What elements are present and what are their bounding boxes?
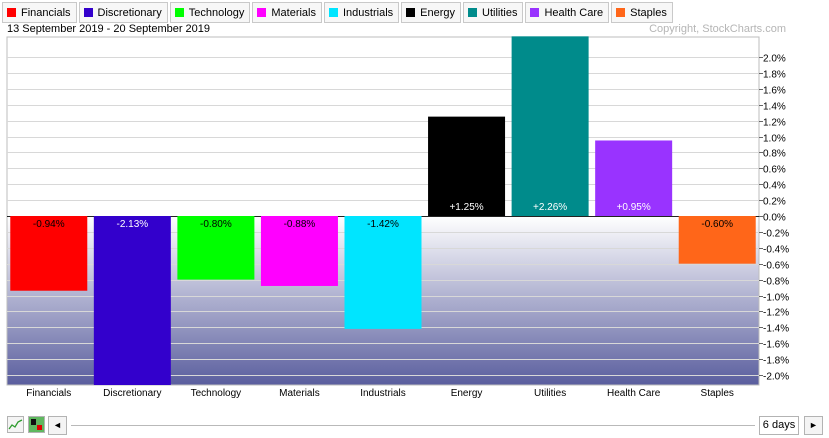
legend-item-technology[interactable]: Technology [169, 2, 251, 23]
copyright-notice: Copyright, StockCharts.com [649, 23, 786, 35]
bar-technology [177, 216, 255, 280]
y-tick-label: 1.6% [763, 86, 786, 97]
x-tick-label: Health Care [607, 388, 661, 399]
bar-health-care [595, 140, 673, 216]
legend-label: Discretionary [97, 6, 162, 19]
legend-swatch [7, 8, 16, 17]
data-label-health-care: +0.95% [617, 202, 651, 213]
legend-item-staples[interactable]: Staples [611, 2, 673, 23]
y-tick-label: -2.0% [763, 372, 789, 383]
x-tick-label: Materials [279, 388, 320, 399]
y-tick-label: -1.2% [763, 308, 789, 319]
sector-performance-chart: -0.94% -2.13% -0.80% -0.88% -1.42% +1.25% +2.2… [6, 36, 789, 399]
y-tick-label: 0.8% [763, 149, 786, 160]
x-tick-label: Energy [451, 388, 483, 399]
data-label-technology: -0.80% [200, 219, 232, 230]
y-tick-label: 1.4% [763, 102, 786, 113]
data-label-materials: -0.88% [284, 219, 316, 230]
legend-label: Materials [271, 6, 316, 19]
bar-chart-icon[interactable] [28, 416, 45, 433]
legend-item-health-care[interactable]: Health Care [525, 2, 610, 23]
line-chart-icon[interactable] [7, 416, 24, 433]
y-tick-label: -0.6% [763, 261, 789, 272]
legend-label: Energy [420, 6, 455, 19]
period-selector[interactable]: 6 days [759, 416, 799, 435]
y-tick-label: -1.6% [763, 340, 789, 351]
scroll-track[interactable] [71, 425, 755, 426]
x-tick-label: Utilities [534, 388, 566, 399]
legend-item-energy[interactable]: Energy [401, 2, 461, 23]
y-tick-label: 1.8% [763, 70, 786, 81]
legend-label: Health Care [544, 6, 604, 19]
y-tick-label: 0.6% [763, 165, 786, 176]
date-range: 13 September 2019 - 20 September 2019 [7, 23, 211, 35]
x-tick-label: Staples [701, 388, 734, 399]
y-tick-label: -0.2% [763, 229, 789, 240]
legend-label: Technology [188, 6, 245, 19]
legend-swatch [530, 8, 540, 17]
y-tick-label: 0.0% [763, 213, 786, 224]
legend-label: Staples [630, 6, 667, 19]
y-tick-label: -0.4% [763, 245, 789, 256]
legend-swatch [406, 8, 416, 17]
bar-industrials [344, 216, 422, 329]
legend-item-financials[interactable]: Financials [2, 2, 77, 23]
x-tick-label: Industrials [360, 388, 406, 399]
legend-swatch [616, 8, 626, 17]
legend-swatch [174, 8, 184, 17]
y-tick-label: -1.8% [763, 356, 789, 367]
legend: Financials Discretionary Technology Mate… [2, 2, 673, 23]
data-label-financials: -0.94% [33, 219, 65, 230]
legend-swatch [257, 8, 267, 17]
bar-staples [678, 216, 756, 264]
y-tick-label: 0.2% [763, 197, 786, 208]
data-label-discretionary: -2.13% [116, 219, 148, 230]
bar-discretionary [93, 216, 171, 385]
scroll-left-button[interactable]: ◄ [48, 416, 67, 435]
legend-swatch [83, 8, 93, 17]
legend-swatch [468, 8, 477, 17]
data-label-utilities: +2.26% [533, 202, 567, 213]
legend-swatch [329, 8, 338, 17]
legend-label: Utilities [482, 6, 518, 19]
plot-border [6, 36, 760, 386]
x-tick-label: Discretionary [103, 388, 161, 399]
data-label-staples: -0.60% [701, 219, 733, 230]
y-tick-label: 2.0% [763, 54, 786, 65]
x-tick-label: Financials [26, 388, 71, 399]
bar-energy [428, 116, 506, 216]
legend-item-industrials[interactable]: Industrials [324, 2, 400, 23]
bar-financials [10, 216, 88, 291]
legend-label: Industrials [343, 6, 394, 19]
y-tick-label: 0.4% [763, 181, 786, 192]
bar-utilities [511, 36, 589, 216]
data-label-energy: +1.25% [449, 202, 483, 213]
y-tick-label: -0.8% [763, 277, 789, 288]
chart-controls: ◄ 6 days ► [0, 414, 829, 438]
x-tick-label: Technology [191, 388, 242, 399]
legend-item-utilities[interactable]: Utilities [463, 2, 524, 23]
legend-label: Financials [21, 6, 71, 19]
y-tick-label: -1.0% [763, 293, 789, 304]
scroll-right-button[interactable]: ► [804, 416, 823, 435]
data-label-industrials: -1.42% [367, 219, 399, 230]
y-tick-label: 1.0% [763, 134, 786, 145]
y-tick-label: 1.2% [763, 118, 786, 129]
bar-materials [260, 216, 338, 286]
legend-item-materials[interactable]: Materials [252, 2, 322, 23]
y-tick-label: -1.4% [763, 324, 789, 335]
legend-item-discretionary[interactable]: Discretionary [78, 2, 168, 23]
